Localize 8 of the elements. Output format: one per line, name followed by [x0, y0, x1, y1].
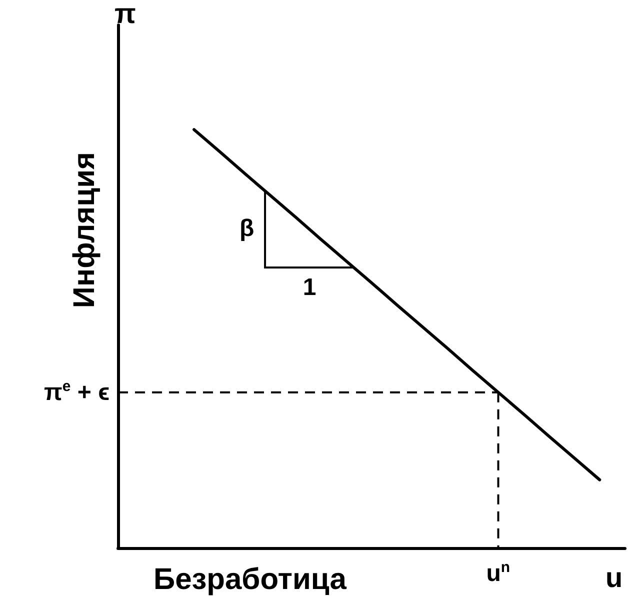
y-axis-title: Инфляция — [68, 152, 102, 308]
x-axis-title: Безработица — [154, 563, 346, 596]
ref-line-label: π$^{e}$ + ϵ — [44, 378, 110, 406]
text: π — [114, 0, 136, 29]
annotation: β — [240, 215, 254, 242]
text: u$^{n}$ — [486, 559, 510, 587]
text: u — [606, 562, 623, 593]
annotation: 1 — [302, 274, 316, 300]
